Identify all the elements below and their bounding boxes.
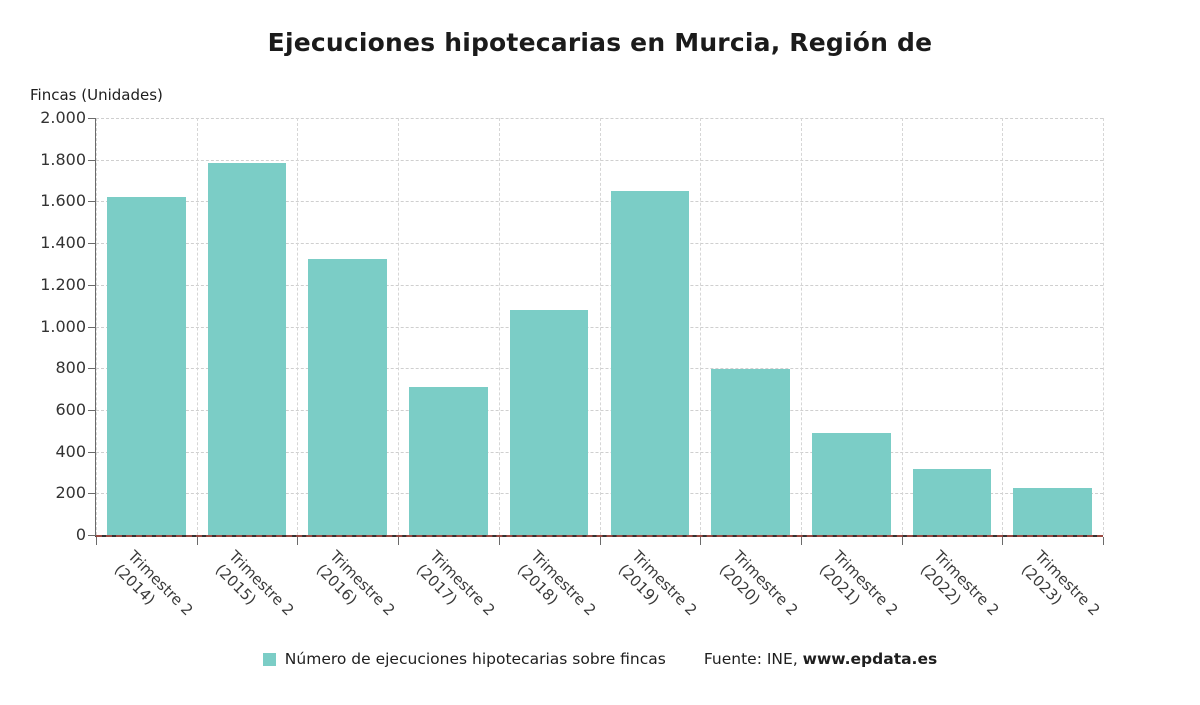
y-tick-label-1200: 1.200 <box>40 274 86 294</box>
gridline-vertical <box>1002 118 1004 535</box>
footer-row: Número de ejecuciones hipotecarias sobre… <box>0 650 1200 668</box>
x-axis-tick <box>700 537 702 545</box>
bar-2023 <box>1013 488 1092 535</box>
x-axis-tick <box>1002 537 1004 545</box>
y-axis-tick <box>88 243 96 245</box>
x-axis-tick <box>196 537 198 545</box>
y-tick-label-0: 0 <box>75 525 86 544</box>
x-label-2018: Trimestre 2 (2018) <box>513 547 600 633</box>
gridline-vertical <box>901 118 903 535</box>
y-axis-tick <box>88 451 96 453</box>
legend-swatch <box>262 652 276 666</box>
y-tick-label-800: 800 <box>55 358 86 378</box>
x-axis-tick <box>901 537 903 545</box>
legend-label: Número de ejecuciones hipotecarias sobre… <box>284 650 666 668</box>
x-label-2022: Trimestre 2 (2022) <box>916 547 1003 633</box>
gridline-vertical <box>1103 118 1104 535</box>
x-label-2019: Trimestre 2 (2019) <box>614 547 701 633</box>
y-axis-tick <box>88 368 96 370</box>
y-axis-tick <box>88 159 96 161</box>
x-axis-tick <box>297 537 299 545</box>
gridline-vertical <box>498 118 500 535</box>
bar-2018 <box>509 309 589 535</box>
y-axis-tick <box>88 409 96 411</box>
x-label-2021: Trimestre 2 (2021) <box>815 547 902 633</box>
plot-area <box>88 118 1104 545</box>
source: Fuente: INE, www.epdata.es <box>704 650 937 668</box>
y-tick-label-400: 400 <box>55 441 86 461</box>
bar-2019 <box>610 190 690 535</box>
y-tick-label-2000: 2.000 <box>40 108 86 127</box>
gridline-vertical <box>599 118 601 535</box>
x-axis-tick <box>599 537 601 545</box>
y-tick-label-1400: 1.400 <box>40 233 86 253</box>
gridline-vertical <box>398 118 400 535</box>
y-tick-label-1600: 1.600 <box>40 191 86 211</box>
x-label-2020: Trimestre 2 (2020) <box>715 547 801 633</box>
bar-2017 <box>409 386 488 535</box>
gridline-vertical <box>297 118 299 535</box>
y-tick-label-1800: 1.800 <box>40 149 86 169</box>
x-label-2023: Trimestre 2 (2023) <box>1017 547 1103 633</box>
chart-title: Ejecuciones hipotecarias en Murcia, Regi… <box>267 28 933 57</box>
y-axis-tick <box>88 201 96 203</box>
y-axis-tick <box>88 326 96 328</box>
bar-2015 <box>207 162 287 535</box>
x-axis-tick <box>800 537 802 545</box>
y-axis-tick <box>88 493 96 495</box>
source-prefix: Fuente: INE, <box>703 650 803 668</box>
x-axis-tick <box>498 537 500 545</box>
bar-2016 <box>308 258 387 535</box>
gridline-vertical <box>700 118 702 535</box>
x-label-2016: Trimestre 2 (2016) <box>312 547 399 633</box>
y-tick-label-600: 600 <box>55 399 86 419</box>
x-axis-tick <box>1103 537 1104 545</box>
zero-baseline <box>96 535 1103 537</box>
gridline-vertical <box>800 118 802 535</box>
x-label-2017: Trimestre 2 (2017) <box>413 547 499 633</box>
x-label-2014: Trimestre 2 (2014) <box>110 547 197 633</box>
bar-2021 <box>811 432 891 535</box>
bar-2022 <box>912 469 992 535</box>
x-label-2015: Trimestre 2 (2015) <box>211 547 298 633</box>
gridline-vertical <box>96 118 97 535</box>
y-tick-label-200: 200 <box>55 483 86 503</box>
bar-2020 <box>711 369 790 535</box>
y-axis-tick <box>88 118 96 119</box>
y-axis-title: Fincas (Unidades) <box>30 86 163 104</box>
y-axis-tick <box>88 535 96 536</box>
x-axis-tick <box>398 537 400 545</box>
y-tick-label-1000: 1.000 <box>40 316 86 336</box>
legend: Número de ejecuciones hipotecarias sobre… <box>262 650 666 668</box>
bar-2014 <box>107 197 186 535</box>
x-axis-labels: Trimestre 2 (2014) Trimestre 2 (2015) Trimes… <box>95 537 1103 649</box>
gridline-vertical <box>196 118 198 535</box>
x-axis-tick <box>96 537 97 545</box>
y-axis-labels: 0 200 400 600 800 1.000 1.200 1.400 1.600 1.800 2.… <box>0 108 86 544</box>
source-link[interactable]: www.epdata.es <box>802 650 938 668</box>
y-axis-tick <box>88 284 96 286</box>
